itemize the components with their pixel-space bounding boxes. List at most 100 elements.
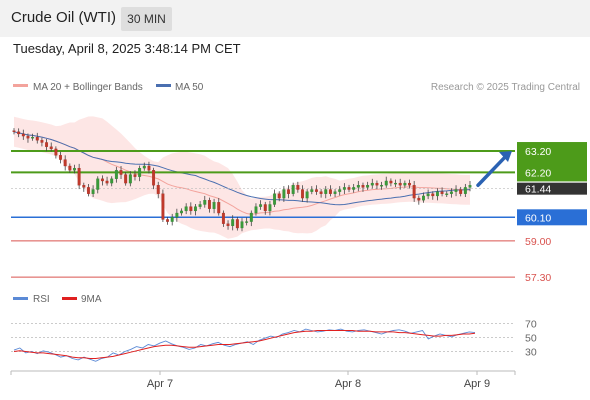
ma50-line	[13, 131, 471, 206]
candle	[356, 180, 360, 192]
candle	[175, 208, 179, 222]
candle	[45, 139, 49, 152]
candle	[273, 189, 277, 208]
candle	[59, 151, 62, 164]
candle	[263, 201, 267, 215]
candle	[366, 181, 370, 190]
price-levels	[11, 150, 515, 278]
candle	[301, 185, 304, 202]
pivot-label-bg	[517, 209, 587, 226]
rsi-ma-line	[13, 330, 476, 359]
candle	[207, 197, 211, 213]
candle	[445, 191, 449, 197]
rsi-tick-30: 30	[525, 347, 537, 359]
candle	[454, 185, 458, 197]
candle	[142, 162, 146, 171]
rsi-legend-label: RSI	[33, 294, 50, 305]
candle	[468, 180, 472, 192]
timestamp: Tuesday, April 8, 2025 3:48:14 PM CET	[13, 41, 241, 56]
level-label-59.00: 59.00	[525, 236, 551, 248]
candle	[347, 184, 351, 193]
last-price-bg	[517, 182, 587, 195]
candle	[328, 185, 332, 197]
instrument-title: Crude Oil (WTI)	[11, 9, 116, 26]
credit-text: Research © 2025 Trading Central	[431, 82, 580, 93]
candle	[370, 178, 374, 189]
level-label-62.20: 62.20	[525, 167, 551, 179]
candle	[68, 163, 72, 173]
candle	[291, 182, 295, 197]
candle	[161, 189, 165, 223]
candle	[287, 185, 290, 199]
rsi-legend-swatch	[13, 297, 28, 300]
candle	[152, 167, 156, 190]
candle	[324, 186, 328, 199]
projection-arrow-shaft	[476, 154, 508, 187]
candlesticks	[12, 128, 472, 232]
rsi-panel: 70 50 30	[11, 319, 537, 362]
candle	[170, 213, 174, 226]
candle	[119, 166, 123, 180]
candle	[259, 200, 263, 210]
candle	[254, 203, 258, 216]
rsi-tick-70: 70	[525, 319, 537, 331]
candle	[426, 189, 430, 200]
candle	[226, 220, 230, 230]
x-tick-label: Apr 7	[147, 378, 173, 390]
projection-arrow	[476, 151, 512, 187]
candle	[403, 180, 407, 188]
candle	[156, 181, 160, 199]
rsi-ma-legend-label: 9MA	[81, 294, 102, 305]
candle	[147, 161, 151, 174]
bollinger-band	[14, 116, 470, 239]
candle	[375, 180, 379, 190]
candle	[231, 215, 235, 231]
candle	[417, 195, 421, 205]
candle	[35, 132, 39, 144]
ma50-legend-swatch	[156, 84, 171, 87]
candle	[86, 183, 90, 197]
candle	[412, 180, 416, 202]
candle	[189, 202, 193, 215]
candle	[221, 210, 225, 227]
candle	[249, 210, 253, 227]
candle	[114, 166, 118, 183]
candle	[184, 203, 188, 215]
candle	[26, 133, 30, 143]
timeframe-button[interactable]: 30 MIN	[121, 7, 172, 31]
candle	[319, 189, 323, 198]
candle	[91, 185, 95, 197]
candle	[110, 176, 114, 187]
candle	[333, 189, 337, 197]
candle	[449, 188, 453, 198]
candle	[77, 163, 81, 190]
candle	[431, 191, 435, 200]
candle	[380, 181, 384, 190]
candle	[96, 176, 100, 194]
candle	[12, 128, 16, 135]
candle	[73, 164, 76, 174]
x-axis-ticks: Apr 7 Apr 8 Apr 9	[10, 371, 516, 390]
moving-averages	[13, 131, 471, 215]
candle	[361, 182, 365, 192]
candle	[352, 183, 356, 193]
x-tick-label: Apr 8	[335, 378, 361, 390]
ma50-legend-label: MA 50	[175, 82, 204, 93]
candle	[63, 155, 67, 171]
rsi-line	[13, 328, 476, 362]
candle	[440, 187, 444, 197]
bb-legend-swatch	[13, 84, 28, 87]
candle	[49, 142, 53, 152]
level-label-57.30: 57.30	[525, 272, 551, 284]
candle	[235, 216, 239, 231]
candle	[82, 182, 86, 192]
rsi-ma-legend-swatch	[62, 297, 77, 300]
candle	[305, 189, 309, 203]
header-bar: Crude Oil (WTI) 30 MIN	[0, 0, 590, 37]
projection-arrow-head	[499, 151, 512, 163]
candle	[124, 171, 128, 186]
rsi-tick-50: 50	[525, 333, 537, 345]
candle	[394, 179, 398, 187]
candle	[166, 216, 170, 225]
